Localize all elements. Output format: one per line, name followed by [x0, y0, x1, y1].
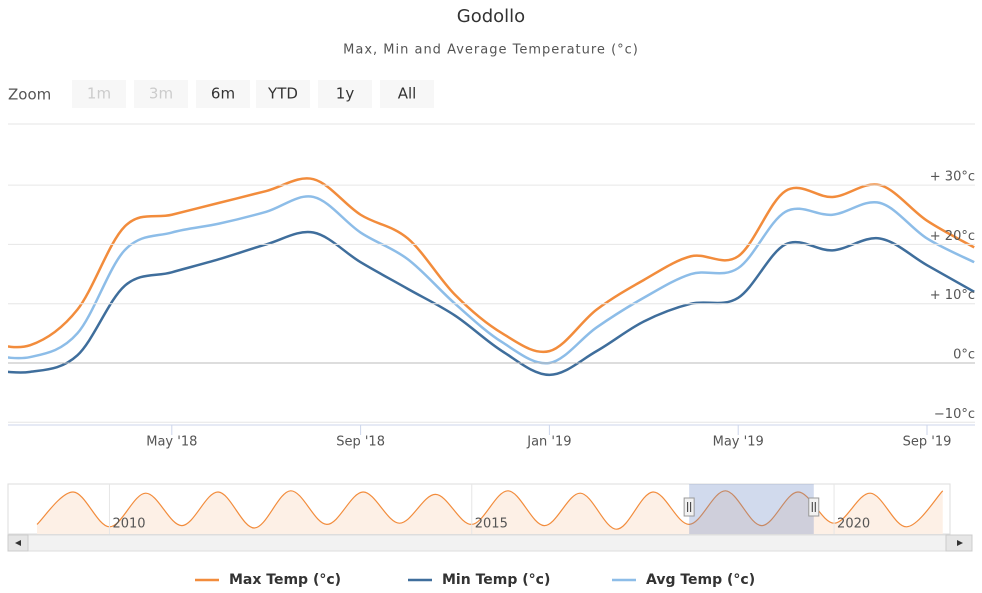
- x-tick-label: Sep '18: [336, 435, 385, 450]
- x-tick-label: Sep '19: [903, 435, 952, 450]
- zoom-button[interactable]: [256, 80, 310, 108]
- x-tick-label: May '19: [713, 435, 764, 450]
- arrow-left: [15, 540, 21, 546]
- x-tick-label: Jan '19: [526, 435, 571, 450]
- navigator-area: [36, 490, 943, 534]
- zoom-button-label: 6m: [211, 85, 235, 103]
- y-tick-label: 0°c: [953, 348, 975, 363]
- handle-grip: [811, 502, 816, 512]
- navigator-label: 2020: [837, 517, 870, 532]
- scrollbar-track[interactable]: [7, 534, 973, 552]
- y-tick-label: + 30°c: [930, 170, 975, 185]
- series-line: [8, 177, 975, 354]
- y-tick-label: + 10°c: [930, 288, 975, 303]
- navigator-label: 2010: [112, 517, 145, 532]
- zoom-button[interactable]: [318, 80, 372, 108]
- navigator-mask[interactable]: [689, 484, 814, 534]
- zoom-button[interactable]: [196, 80, 250, 108]
- navigator-series: [36, 490, 944, 534]
- zoom-button-label: 1m: [87, 85, 111, 103]
- legend-label[interactable]: Avg Temp (°c): [646, 572, 755, 588]
- zoom-button-label: 1y: [336, 85, 355, 103]
- series-line: [8, 195, 975, 365]
- y-tick-label: −10°c: [934, 407, 975, 422]
- zoom-button-label: All: [398, 85, 417, 103]
- legend: Max Temp (°c) Min Temp (°c) Avg Temp (°c): [195, 572, 755, 588]
- legend-label[interactable]: Max Temp (°c): [229, 572, 341, 588]
- arrow-right: [957, 540, 963, 546]
- navigator-line: [36, 490, 944, 530]
- zoom-button-label: YTD: [267, 85, 298, 103]
- zoom-button: [72, 80, 126, 108]
- chart-title: Godollo: [457, 6, 525, 27]
- zoom-button: [134, 80, 188, 108]
- x-tick-label: May '18: [146, 435, 197, 450]
- navigator-label: 2015: [475, 517, 508, 532]
- plot-area: [8, 177, 975, 377]
- navigator-handle[interactable]: [683, 497, 695, 517]
- legend-label[interactable]: Min Temp (°c): [442, 572, 550, 588]
- chart-subtitle: Max, Min and Average Temperature (°c): [343, 43, 639, 58]
- zoom-button[interactable]: [380, 80, 434, 108]
- zoom-label: Zoom: [8, 86, 51, 104]
- y-tick-label: + 20°c: [930, 229, 975, 244]
- navigator-handle[interactable]: [808, 497, 820, 517]
- zoom-button-label: 3m: [149, 85, 173, 103]
- handle-grip: [687, 502, 692, 512]
